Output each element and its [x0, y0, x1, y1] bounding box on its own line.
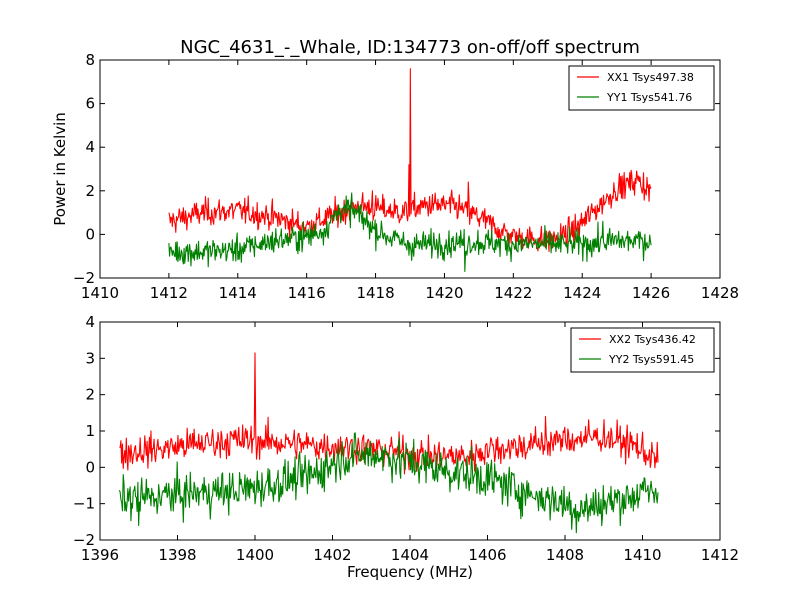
plot-frame: [99, 59, 721, 279]
legend-label: YY1 Tsys541.76: [606, 91, 692, 104]
x-tick-label: 1398: [158, 546, 196, 564]
x-tick-label: 1412: [150, 284, 188, 302]
x-tick-label: 1410: [623, 546, 661, 564]
x-tick-label: 1400: [236, 546, 274, 564]
x-tick-label: 1422: [494, 284, 532, 302]
x-tick-label: 1406: [468, 546, 506, 564]
legend: XX1 Tsys497.38 YY1 Tsys541.76: [568, 65, 715, 111]
x-axis-label: Frequency (MHz): [347, 563, 473, 581]
y-tick-label: 6: [85, 95, 95, 113]
x-tick-label: 1420: [425, 284, 463, 302]
legend-box: [570, 327, 715, 373]
legend-label: XX1 Tsys497.38: [607, 71, 694, 84]
top-panel: 1410 1412 1414 1416 1418 1420 1422 1424 1426 1428…: [51, 51, 739, 302]
figure-title: NGC_4631_-_Whale, ID:134773 on-off/off s…: [180, 37, 640, 58]
y-axis-label: Power in Kelvin: [51, 112, 69, 226]
x-tick-label: 1426: [632, 284, 670, 302]
y-tick-label: −2: [73, 269, 95, 287]
y-tick-label: 2: [85, 182, 95, 200]
bottom-panel: 1396 1398 1400 1402 1404 1406 1408 1410 1412−2−1…: [73, 313, 739, 581]
x-tick-label: 1402: [313, 546, 351, 564]
series-line-1: [168, 192, 652, 273]
y-tick-label: 0: [85, 225, 95, 243]
x-tick-label: 1396: [81, 546, 119, 564]
y-tick-label: 0: [85, 458, 95, 476]
x-tick-label: 1414: [219, 284, 257, 302]
series-line-0: [168, 68, 652, 252]
x-tick-label: 1416: [288, 284, 326, 302]
legend-box: [568, 65, 715, 111]
y-tick-label: 1: [85, 422, 95, 440]
legend-label: XX2 Tsys436.42: [609, 333, 696, 346]
x-tick-label: 1412: [701, 546, 739, 564]
series-line-1: [118, 432, 659, 534]
x-tick-label: 1408: [546, 546, 584, 564]
x-tick-label: 1424: [563, 284, 601, 302]
series-group: [168, 68, 652, 273]
y-tick-label: 4: [85, 313, 95, 331]
y-tick-label: −1: [73, 495, 95, 513]
series-group: [118, 352, 659, 534]
x-tick-label: 1428: [701, 284, 739, 302]
y-tick-label: 4: [85, 138, 95, 156]
y-tick-label: −2: [73, 531, 95, 549]
legend: XX2 Tsys436.42 YY2 Tsys591.45: [570, 327, 715, 373]
x-tick-label: 1404: [391, 546, 429, 564]
x-tick-label: 1410: [81, 284, 119, 302]
y-tick-label: 8: [85, 51, 95, 69]
legend-label: YY2 Tsys591.45: [608, 353, 694, 366]
y-tick-label: 2: [85, 386, 95, 404]
x-tick-label: 1418: [356, 284, 394, 302]
y-tick-label: 3: [85, 349, 95, 367]
